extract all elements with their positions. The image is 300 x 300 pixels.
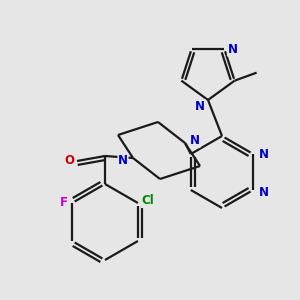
Text: N: N bbox=[227, 43, 238, 56]
Text: N: N bbox=[190, 134, 200, 148]
Text: N: N bbox=[118, 154, 128, 166]
Text: N: N bbox=[259, 148, 269, 160]
Text: F: F bbox=[60, 196, 68, 209]
Text: O: O bbox=[64, 154, 74, 167]
Text: Cl: Cl bbox=[142, 194, 154, 208]
Text: N: N bbox=[195, 100, 205, 112]
Text: N: N bbox=[259, 185, 269, 199]
